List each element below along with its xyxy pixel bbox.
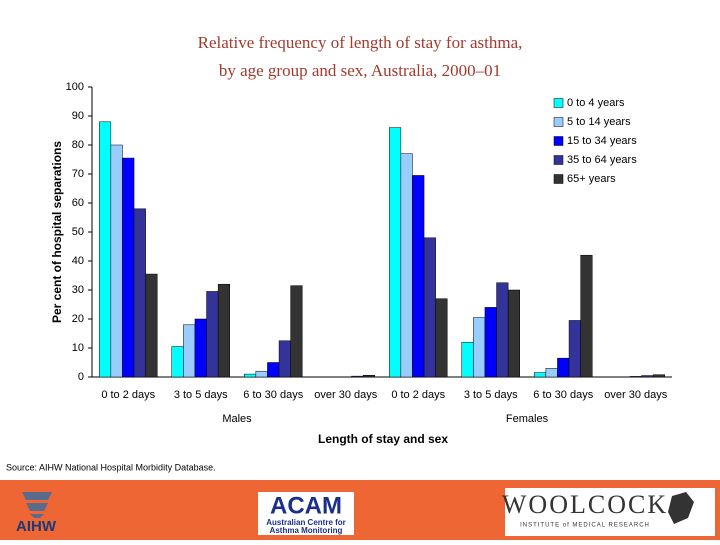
bar bbox=[652, 374, 666, 378]
bar bbox=[473, 317, 486, 378]
bar bbox=[435, 298, 448, 378]
legend-label: 35 to 64 years bbox=[567, 154, 637, 166]
bar bbox=[206, 291, 219, 378]
bar bbox=[244, 373, 257, 378]
bar bbox=[412, 175, 425, 378]
legend-swatch bbox=[553, 174, 564, 184]
bar bbox=[461, 341, 474, 378]
bar bbox=[496, 282, 509, 378]
bar bbox=[278, 340, 291, 378]
group-label: Males bbox=[222, 413, 252, 425]
bar bbox=[641, 375, 654, 378]
bar bbox=[568, 320, 581, 378]
chart-title: Relative frequency of length of stay for… bbox=[198, 33, 523, 52]
y-tick-label: 70 bbox=[72, 168, 84, 180]
bar bbox=[534, 372, 547, 378]
y-tick-label: 10 bbox=[72, 342, 84, 354]
x-tick-label: over 30 days bbox=[604, 389, 667, 401]
logo-text: Asthma Monitoring bbox=[270, 526, 343, 535]
y-tick-label: 30 bbox=[72, 284, 84, 296]
y-tick-label: 90 bbox=[72, 110, 84, 122]
legend-swatch bbox=[553, 117, 564, 127]
y-tick-label: 50 bbox=[72, 226, 84, 238]
y-tick-label: 80 bbox=[72, 139, 84, 151]
y-tick-label: 0 bbox=[78, 371, 84, 383]
legend-label: 0 to 4 years bbox=[567, 97, 625, 109]
x-tick-label: 0 to 2 days bbox=[391, 389, 445, 401]
bar bbox=[171, 346, 184, 378]
logo-text: AIHW bbox=[16, 518, 57, 535]
aihw-logo: AIHW bbox=[16, 492, 57, 535]
chart-title: by age group and sex, Australia, 2000–01 bbox=[219, 61, 501, 80]
x-tick-label: 3 to 5 days bbox=[464, 389, 518, 401]
legend-swatch bbox=[553, 98, 564, 108]
bar bbox=[194, 318, 207, 378]
group-label: Females bbox=[506, 413, 549, 425]
legend-label: 5 to 14 years bbox=[567, 116, 631, 128]
y-tick-label: 20 bbox=[72, 313, 84, 325]
logo-text: WOOLCOCK bbox=[502, 490, 668, 519]
bar bbox=[557, 357, 570, 378]
bar bbox=[217, 283, 230, 378]
woolcock-logo: WOOLCOCK INSTITUTE of MEDICAL RESEARCH bbox=[502, 488, 715, 536]
bar bbox=[110, 144, 123, 378]
bar bbox=[507, 289, 520, 378]
bar bbox=[290, 285, 303, 378]
bar bbox=[545, 368, 558, 378]
logo-text: INSTITUTE of MEDICAL RESEARCH bbox=[520, 523, 650, 529]
x-tick-label: over 30 days bbox=[314, 389, 377, 401]
y-tick-label: 40 bbox=[72, 255, 84, 267]
y-tick-label: 100 bbox=[66, 81, 84, 93]
bar bbox=[629, 376, 642, 378]
bar bbox=[400, 153, 413, 378]
bar bbox=[255, 370, 268, 378]
bar bbox=[267, 362, 280, 378]
x-axis-title: Length of stay and sex bbox=[318, 432, 448, 446]
bar bbox=[183, 324, 196, 378]
bar bbox=[484, 307, 497, 378]
bar bbox=[99, 121, 112, 378]
legend-label: 65+ years bbox=[567, 173, 616, 185]
x-tick-label: 6 to 30 days bbox=[243, 389, 303, 401]
bar bbox=[362, 375, 375, 378]
acam-logo: ACAM Australian Centre for Asthma Monito… bbox=[258, 492, 354, 535]
x-tick-label: 0 to 2 days bbox=[101, 389, 155, 401]
logo-text: Australian Centre for bbox=[266, 518, 346, 527]
bar bbox=[122, 157, 135, 378]
bar bbox=[351, 375, 364, 378]
legend-swatch bbox=[553, 155, 564, 165]
legend-label: 15 to 34 years bbox=[567, 135, 637, 147]
y-axis-title: Per cent of hospital separations bbox=[50, 141, 64, 323]
bar bbox=[145, 273, 158, 378]
x-tick-label: 3 to 5 days bbox=[174, 389, 228, 401]
x-tick-label: 6 to 30 days bbox=[533, 389, 593, 401]
logo-text: ACAM bbox=[270, 492, 342, 519]
bar bbox=[423, 237, 436, 378]
bar bbox=[580, 254, 593, 378]
source-note: Source: AIHW National Hospital Morbidity… bbox=[6, 462, 216, 472]
bar bbox=[133, 208, 146, 378]
y-tick-label: 60 bbox=[72, 197, 84, 209]
legend-swatch bbox=[553, 136, 564, 146]
bar bbox=[389, 127, 402, 378]
